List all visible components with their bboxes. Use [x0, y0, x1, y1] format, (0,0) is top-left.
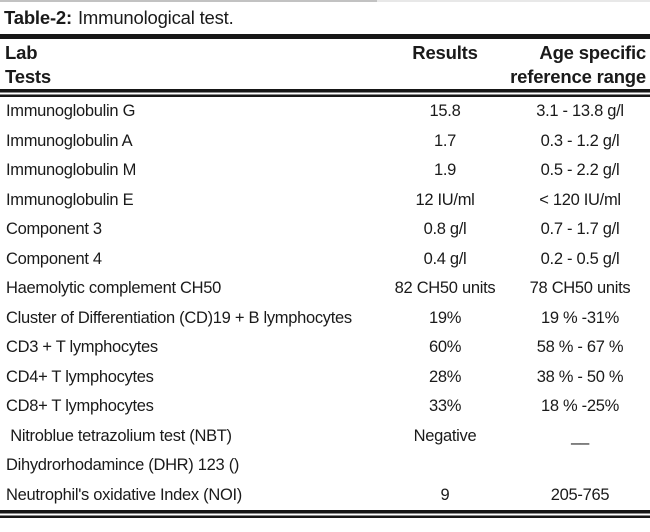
cell-result: 15.8 — [429, 102, 461, 121]
table-row: Immunoglobulin M 1.9 0.5 - 2.2 g/l — [0, 156, 650, 186]
cell-lab-test: Nitroblue tetrazolium test (NBT) — [6, 426, 232, 445]
cell-lab-test: Immunoglobulin G — [6, 102, 136, 121]
scan-edge-artifact — [0, 0, 650, 2]
cell-lab-test: Cluster of Differentiation (CD)19 + B ly… — [6, 308, 352, 327]
cell-lab-test: Component 4 — [6, 249, 102, 268]
cell-result: 1.9 — [433, 161, 457, 180]
cell-reference-range: 38 % - 50 % — [536, 367, 624, 386]
column-header-reference-range: Age specific reference range — [510, 41, 650, 89]
cell-lab-test: Haemolytic complement CH50 — [6, 279, 222, 298]
cell-result: 0.4 g/l — [423, 249, 467, 268]
table-row: CD8+ T lymphocytes 33% 18 % -25% — [0, 392, 650, 422]
cell-lab-test: CD8+ T lymphocytes — [6, 397, 154, 416]
table-caption: Table-2: Immunological test. — [0, 2, 650, 34]
table-bottom-rule — [0, 510, 650, 518]
cell-result: 1.7 — [433, 131, 457, 150]
column-header-lab-line2: Tests — [5, 66, 51, 87]
cell-lab-test: CD3 + T lymphocytes — [6, 338, 158, 357]
header-divider-rule — [0, 89, 650, 97]
column-header-reference-line1: Age specific — [539, 42, 646, 63]
table-row: Neutrophil's oxidative Index (NOI) 9 205… — [0, 481, 650, 511]
table-body: Immunoglobulin G 15.8 3.1 - 13.8 g/l Imm… — [0, 97, 650, 510]
cell-reference-range: 78 CH50 units — [529, 279, 631, 298]
table-row: Haemolytic complement CH50 82 CH50 units… — [0, 274, 650, 304]
table-row: Immunoglobulin A 1.7 0.3 - 1.2 g/l — [0, 127, 650, 157]
cell-result: Negative — [413, 426, 477, 445]
cell-lab-test: Component 3 — [6, 220, 102, 239]
cell-reference-range: 0.7 - 1.7 g/l — [540, 220, 620, 239]
column-header-reference-line2: reference range — [510, 66, 646, 87]
cell-reference-range: < 120 IU/ml — [539, 190, 621, 209]
cell-lab-test: Neutrophil's oxidative Index (NOI) — [6, 485, 242, 504]
cell-result: 0.8 g/l — [423, 220, 467, 239]
table-row: Dihydrorhodamince (DHR) 123 () — [0, 451, 650, 481]
table-row: CD4+ T lymphocytes 28% 38 % - 50 % — [0, 363, 650, 393]
cell-reference-range: 0.2 - 0.5 g/l — [540, 249, 620, 268]
cell-reference-range: 205-765 — [550, 485, 610, 504]
cell-result: 28% — [428, 367, 462, 386]
cell-result: 82 CH50 units — [394, 279, 496, 298]
cell-result: 12 IU/ml — [415, 190, 475, 209]
table-caption-text: Immunological test. — [77, 7, 234, 28]
cell-lab-test: Immunoglobulin A — [6, 131, 133, 150]
column-header-lab-line1: Lab — [5, 42, 38, 63]
cell-reference-range: 19 % -31% — [540, 308, 619, 327]
table-header-row: Lab Tests Results Age specific reference… — [0, 39, 650, 89]
table-row: Component 4 0.4 g/l 0.2 - 0.5 g/l — [0, 245, 650, 275]
column-header-results: Results — [412, 42, 478, 63]
table-row: Immunoglobulin G 15.8 3.1 - 13.8 g/l — [0, 97, 650, 127]
cell-result: 60% — [428, 338, 462, 357]
cell-lab-test: Immunoglobulin M — [6, 161, 137, 180]
cell-reference-range: __ — [571, 426, 589, 445]
column-header-lab-tests: Lab Tests — [0, 41, 380, 89]
table-caption-label: Table-2: — [4, 7, 72, 28]
cell-reference-range: 3.1 - 13.8 g/l — [536, 102, 624, 121]
table-row: Cluster of Differentiation (CD)19 + B ly… — [0, 304, 650, 334]
table-top-rule — [0, 34, 650, 39]
cell-reference-range: 18 % -25% — [540, 397, 619, 416]
cell-result: 33% — [428, 397, 462, 416]
table-row: Component 3 0.8 g/l 0.7 - 1.7 g/l — [0, 215, 650, 245]
cell-reference-range: 58 % - 67 % — [536, 338, 624, 357]
cell-lab-test: Dihydrorhodamince (DHR) 123 () — [6, 456, 240, 475]
cell-lab-test: CD4+ T lymphocytes — [6, 367, 154, 386]
cell-lab-test: Immunoglobulin E — [6, 190, 134, 209]
cell-reference-range: 0.5 - 2.2 g/l — [540, 161, 620, 180]
table-row: Nitroblue tetrazolium test (NBT) Negativ… — [0, 422, 650, 452]
cell-reference-range: 0.3 - 1.2 g/l — [540, 131, 620, 150]
table-row: Immunoglobulin E 12 IU/ml < 120 IU/ml — [0, 186, 650, 216]
cell-result: 19% — [428, 308, 462, 327]
cell-result: 9 — [440, 485, 450, 504]
table-row: CD3 + T lymphocytes 60% 58 % - 67 % — [0, 333, 650, 363]
